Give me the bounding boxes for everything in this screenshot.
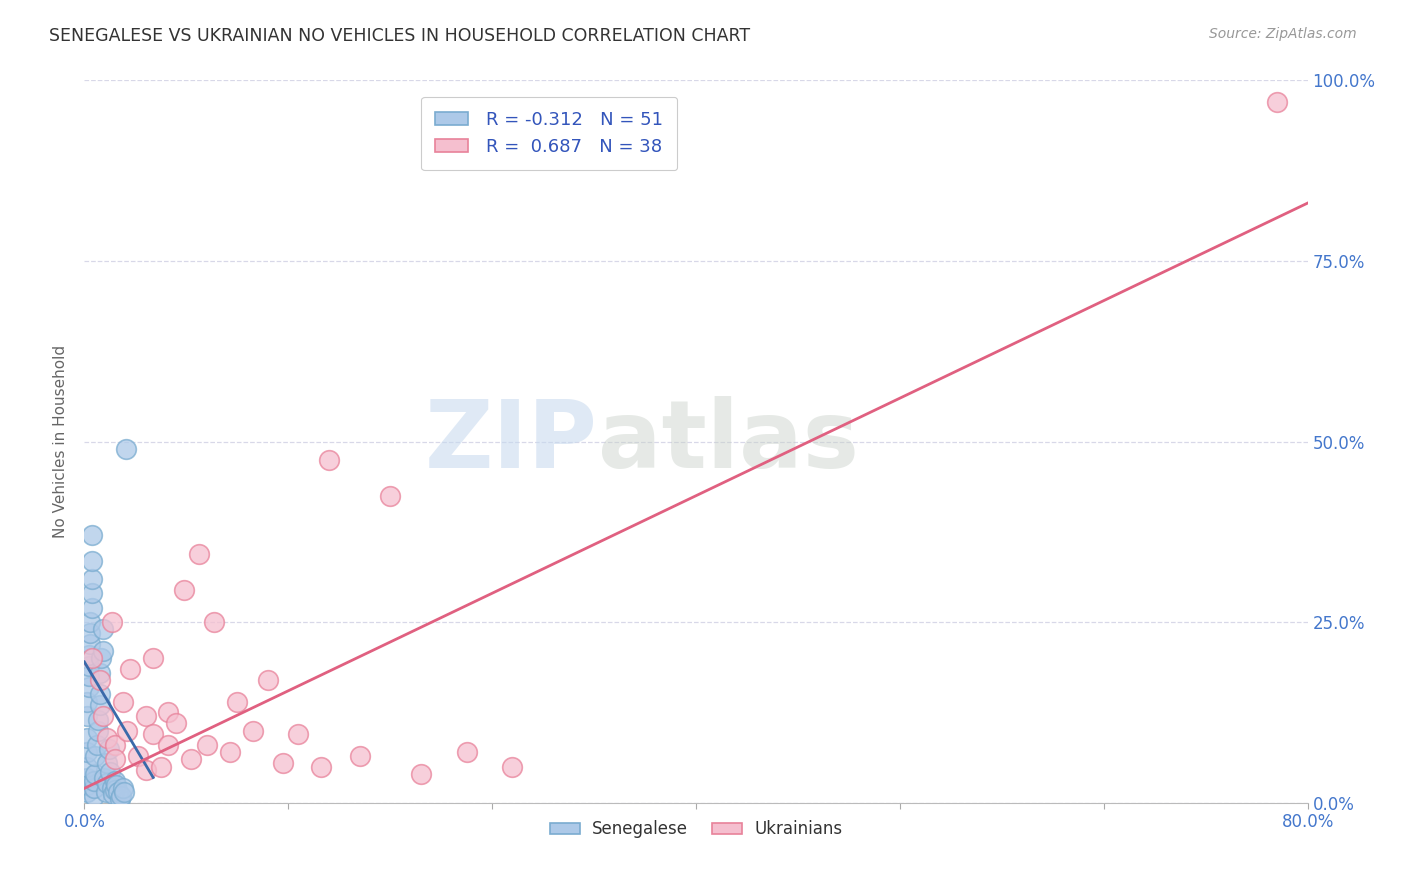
Point xyxy=(79,615,101,630)
Point xyxy=(104,774,127,789)
Point xyxy=(257,673,280,687)
Point xyxy=(96,756,118,770)
Point xyxy=(86,738,108,752)
Point xyxy=(83,774,105,789)
Point xyxy=(349,748,371,763)
Point xyxy=(80,554,103,568)
Point xyxy=(502,760,524,774)
Point xyxy=(157,706,180,720)
Point xyxy=(76,760,98,774)
Point xyxy=(101,615,124,630)
Point xyxy=(380,489,402,503)
Point xyxy=(76,785,98,799)
Point xyxy=(195,738,218,752)
Point xyxy=(226,695,249,709)
Point xyxy=(114,442,136,456)
Point xyxy=(103,787,125,801)
Legend: Senegalese, Ukrainians: Senegalese, Ukrainians xyxy=(543,814,849,845)
Point xyxy=(80,600,103,615)
Point xyxy=(107,785,129,799)
Point xyxy=(80,572,103,586)
Point xyxy=(90,651,112,665)
Point xyxy=(91,623,114,637)
Point xyxy=(105,778,128,792)
Point xyxy=(79,637,101,651)
Point xyxy=(218,745,240,759)
Point xyxy=(80,651,103,665)
Point xyxy=(104,738,127,752)
Point xyxy=(1265,95,1288,109)
Point xyxy=(91,644,114,658)
Point xyxy=(76,709,98,723)
Point xyxy=(76,778,98,792)
Point xyxy=(93,771,115,785)
Point xyxy=(318,452,340,467)
Point xyxy=(110,789,132,803)
Point xyxy=(76,731,98,745)
Text: atlas: atlas xyxy=(598,395,859,488)
Point xyxy=(84,767,107,781)
Point xyxy=(173,582,195,597)
Text: ZIP: ZIP xyxy=(425,395,598,488)
Point xyxy=(456,745,478,759)
Point xyxy=(104,782,127,797)
Point xyxy=(111,695,134,709)
Point xyxy=(96,731,118,745)
Point xyxy=(77,680,100,694)
Point xyxy=(87,713,110,727)
Point xyxy=(80,586,103,600)
Point xyxy=(89,665,111,680)
Point xyxy=(98,765,121,780)
Point xyxy=(242,723,264,738)
Point xyxy=(96,775,118,789)
Point xyxy=(76,745,98,759)
Point xyxy=(89,698,111,713)
Point xyxy=(142,727,165,741)
Point xyxy=(287,727,309,741)
Point xyxy=(104,752,127,766)
Point xyxy=(202,615,225,630)
Point xyxy=(83,781,105,796)
Point xyxy=(97,741,120,756)
Text: SENEGALESE VS UKRAINIAN NO VEHICLES IN HOUSEHOLD CORRELATION CHART: SENEGALESE VS UKRAINIAN NO VEHICLES IN H… xyxy=(49,27,751,45)
Point xyxy=(101,781,124,796)
Y-axis label: No Vehicles in Household: No Vehicles in Household xyxy=(53,345,69,538)
Point xyxy=(127,748,149,763)
Point xyxy=(80,528,103,542)
Point xyxy=(111,781,134,796)
Point xyxy=(311,760,333,774)
Point xyxy=(180,752,202,766)
Point xyxy=(87,723,110,738)
Point xyxy=(115,723,138,738)
Point xyxy=(271,756,294,770)
Point xyxy=(77,669,100,683)
Point xyxy=(91,709,114,723)
Point xyxy=(135,709,157,723)
Point xyxy=(108,792,131,806)
Point xyxy=(76,695,98,709)
Point xyxy=(149,760,172,774)
Point xyxy=(165,716,187,731)
Point xyxy=(76,771,98,785)
Point xyxy=(79,626,101,640)
Point xyxy=(77,648,100,662)
Point xyxy=(89,673,111,687)
Point xyxy=(120,662,142,676)
Point xyxy=(157,738,180,752)
Point xyxy=(142,651,165,665)
Point xyxy=(135,764,157,778)
Point xyxy=(409,767,432,781)
Point xyxy=(94,785,117,799)
Text: Source: ZipAtlas.com: Source: ZipAtlas.com xyxy=(1209,27,1357,41)
Point xyxy=(77,658,100,673)
Point xyxy=(83,789,105,803)
Point xyxy=(112,785,135,799)
Point xyxy=(84,748,107,763)
Point xyxy=(188,547,211,561)
Point xyxy=(89,687,111,701)
